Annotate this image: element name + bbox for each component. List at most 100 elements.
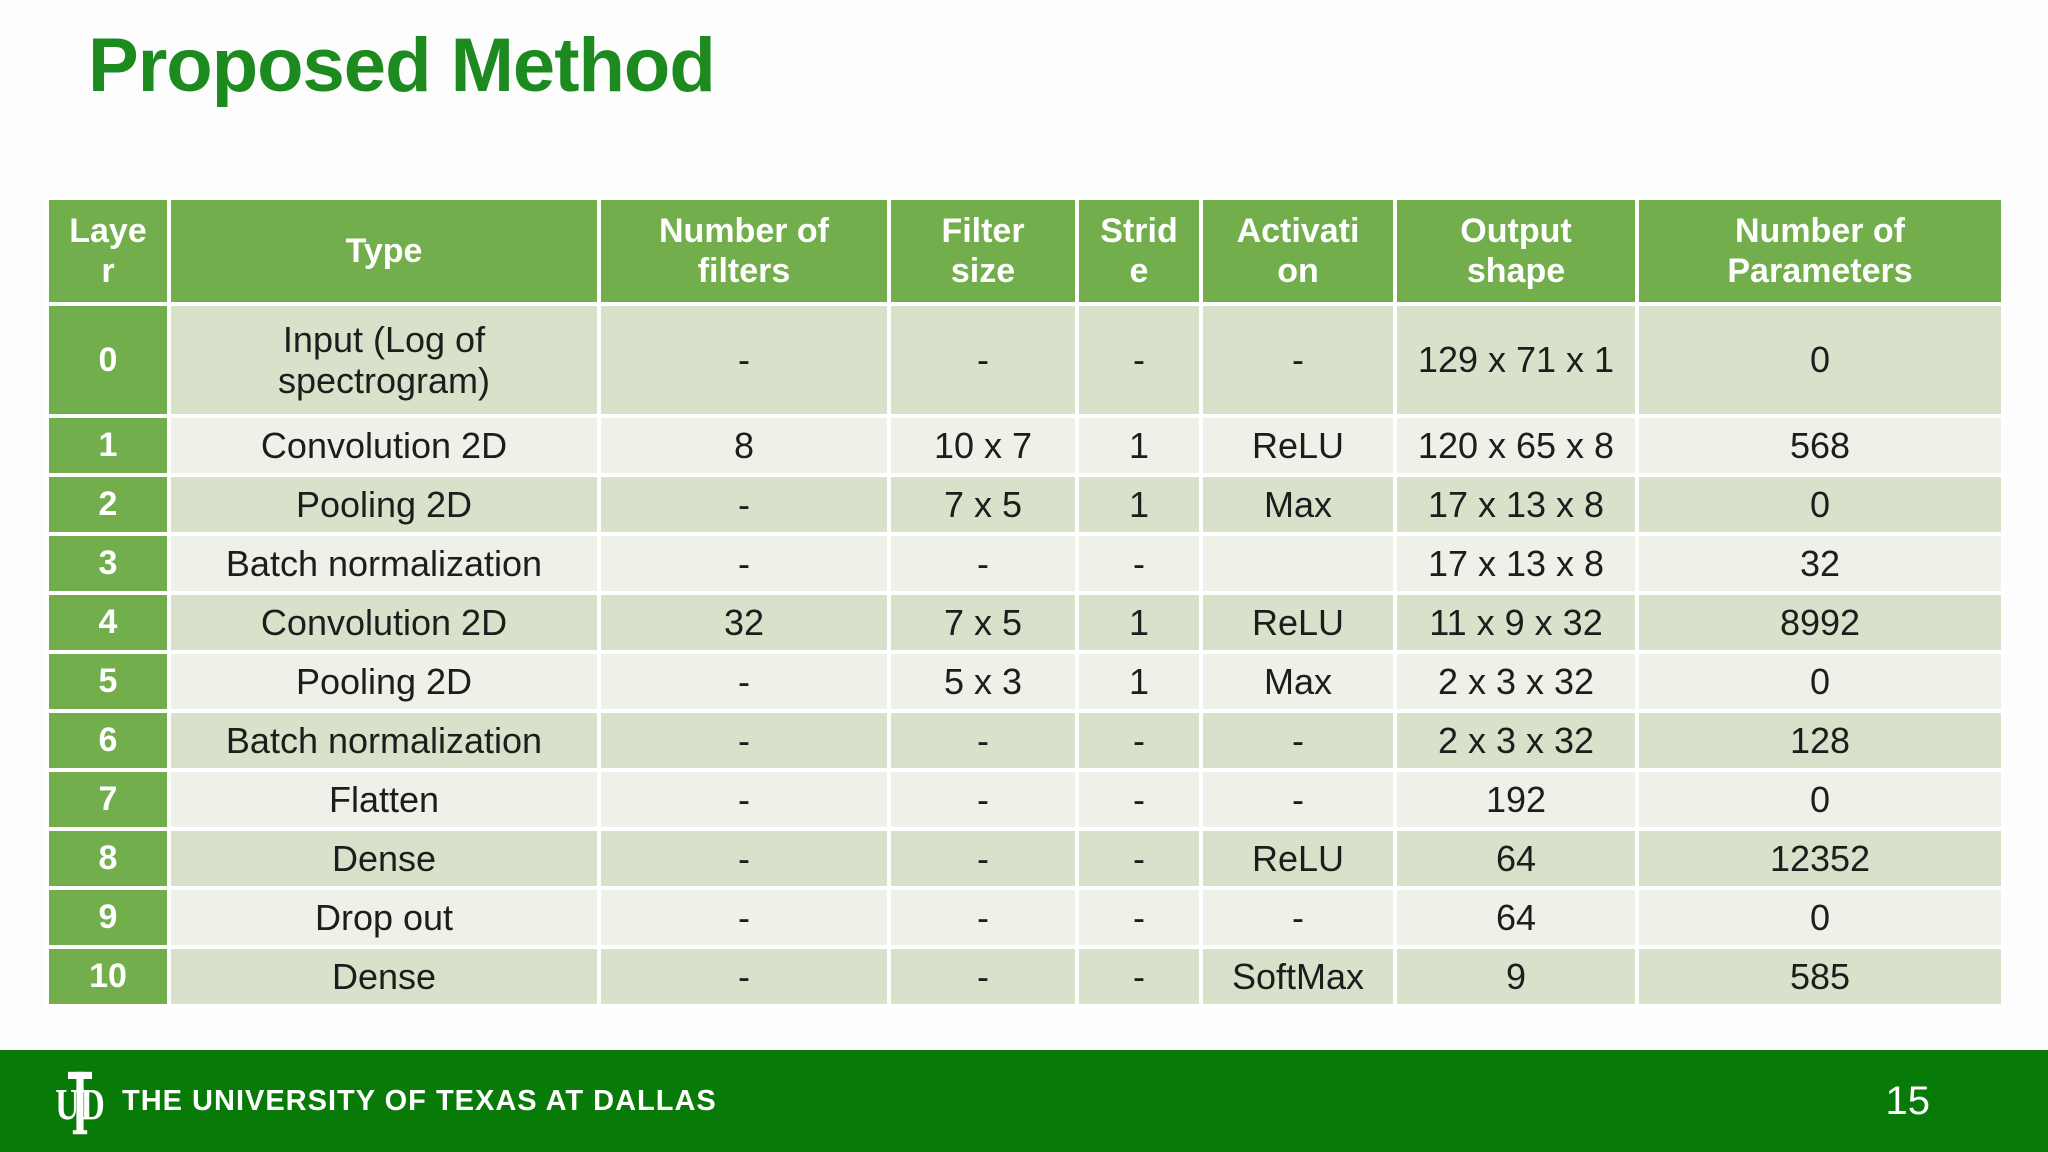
cell-type: Batch normalization — [167, 709, 601, 772]
cell-type: Pooling 2D — [167, 650, 601, 713]
cell-filters: - — [597, 709, 891, 772]
column-header-layer: Laye r — [45, 196, 171, 306]
cell-parameters: 32 — [1635, 532, 2005, 595]
footer-bar: U D THE UNIVERSITY OF TEXAS AT DALLAS 15 — [0, 1050, 2048, 1152]
cell-stride: - — [1075, 302, 1203, 418]
cell-filters: - — [597, 473, 891, 536]
table-row-layer-7: 7 Flatten - - - -192 0 — [45, 768, 2005, 831]
cell-type: Drop out — [167, 886, 601, 949]
cell-layer: 10 — [45, 945, 171, 1008]
cell-filter_size: - — [887, 827, 1079, 890]
cell-parameters: 585 — [1635, 945, 2005, 1008]
cell-type: Convolution 2D — [167, 414, 601, 477]
cell-output_shape: 11 x 9 x 32 — [1393, 591, 1639, 654]
cell-type: Input (Log of spectrogram) — [167, 302, 601, 418]
cell-activation: - — [1199, 709, 1397, 772]
cell-output_shape: 2 x 3 x 32 — [1393, 709, 1639, 772]
cell-activation: Max — [1199, 650, 1397, 713]
cell-stride: - — [1075, 532, 1203, 595]
cell-parameters: 128 — [1635, 709, 2005, 772]
cell-filter_size: - — [887, 709, 1079, 772]
cell-layer: 2 — [45, 473, 171, 536]
column-header-filters: Number of filters — [597, 196, 891, 306]
cell-parameters: 8992 — [1635, 591, 2005, 654]
university-name: THE UNIVERSITY OF TEXAS AT DALLAS — [122, 1084, 717, 1117]
cell-stride: 1 — [1075, 414, 1203, 477]
cell-parameters: 0 — [1635, 302, 2005, 418]
table-row-layer-4: 4 Convolution 2D 32 7 x 5 1 ReLU 11 x 9 x 32 89… — [45, 591, 2005, 654]
column-header-stride: Strid e — [1075, 196, 1203, 306]
cell-filter_size: - — [887, 945, 1079, 1008]
cell-parameters: 12352 — [1635, 827, 2005, 890]
cell-stride: - — [1075, 945, 1203, 1008]
cell-output_shape: 64 — [1393, 827, 1639, 890]
cell-layer: 5 — [45, 650, 171, 713]
cell-filter_size: - — [887, 532, 1079, 595]
cell-layer: 8 — [45, 827, 171, 890]
cell-parameters: 0 — [1635, 650, 2005, 713]
cell-filter_size: 7 x 5 — [887, 473, 1079, 536]
svg-text:U: U — [56, 1079, 79, 1129]
slide-title: Proposed Method — [88, 23, 716, 108]
cell-output_shape: 17 x 13 x 8 — [1393, 473, 1639, 536]
cell-output_shape: 9 — [1393, 945, 1639, 1008]
column-header-parameters: Number of Parameters — [1635, 196, 2005, 306]
cell-stride: - — [1075, 768, 1203, 831]
cell-filter_size: - — [887, 768, 1079, 831]
column-header-type: Type — [167, 196, 601, 306]
page-number: 15 — [1885, 1078, 1931, 1123]
cell-layer: 9 — [45, 886, 171, 949]
cell-stride: 1 — [1075, 473, 1203, 536]
cell-type: Dense — [167, 945, 601, 1008]
cell-filters: 32 — [597, 591, 891, 654]
table-row-layer-0: 0 Input (Log of spectrogram) - - - -129 x 71 … — [45, 302, 2005, 418]
cell-filters: - — [597, 886, 891, 949]
cell-type: Dense — [167, 827, 601, 890]
cell-filters: - — [597, 768, 891, 831]
column-header-activation: Activati on — [1199, 196, 1397, 306]
cell-type: Pooling 2D — [167, 473, 601, 536]
cell-output_shape: 2 x 3 x 32 — [1393, 650, 1639, 713]
cell-filter_size: 10 x 7 — [887, 414, 1079, 477]
table-row-layer-3: 3 Batch normalization - - -17 x 13 x 8 32 — [45, 532, 2005, 595]
cell-layer: 0 — [45, 302, 171, 418]
architecture-table: Laye r Type Number of filters Filter size St… — [45, 196, 2005, 1008]
cell-filters: - — [597, 650, 891, 713]
cell-type: Convolution 2D — [167, 591, 601, 654]
cell-stride: - — [1075, 886, 1203, 949]
cell-layer: 4 — [45, 591, 171, 654]
cell-filter_size: 5 x 3 — [887, 650, 1079, 713]
cell-output_shape: 129 x 71 x 1 — [1393, 302, 1639, 418]
cell-activation: ReLU — [1199, 591, 1397, 654]
cell-stride: - — [1075, 827, 1203, 890]
cell-parameters: 0 — [1635, 473, 2005, 536]
cell-activation: ReLU — [1199, 827, 1397, 890]
cell-stride: 1 — [1075, 650, 1203, 713]
cell-output_shape: 192 — [1393, 768, 1639, 831]
utd-logo-icon: U D — [56, 1071, 104, 1135]
cell-layer: 1 — [45, 414, 171, 477]
cell-activation: Max — [1199, 473, 1397, 536]
cell-activation: SoftMax — [1199, 945, 1397, 1008]
cell-filters: - — [597, 827, 891, 890]
table-row-layer-5: 5 Pooling 2D -5 x 3 1 Max 2 x 3 x 32 0 — [45, 650, 2005, 713]
cell-layer: 6 — [45, 709, 171, 772]
cell-layer: 7 — [45, 768, 171, 831]
cell-output_shape: 17 x 13 x 8 — [1393, 532, 1639, 595]
cell-type: Flatten — [167, 768, 601, 831]
cell-filter_size: - — [887, 886, 1079, 949]
table-row-layer-10: 10 Dense - - - SoftMax 9 585 — [45, 945, 2005, 1008]
cell-activation: - — [1199, 302, 1397, 418]
cell-filters: 8 — [597, 414, 891, 477]
cell-activation: ReLU — [1199, 414, 1397, 477]
cell-filters: - — [597, 302, 891, 418]
table-header-row: Laye r Type Number of filters Filter size St… — [45, 196, 2005, 306]
cell-output_shape: 64 — [1393, 886, 1639, 949]
cell-filter_size: - — [887, 302, 1079, 418]
cell-stride: 1 — [1075, 591, 1203, 654]
cell-activation: - — [1199, 768, 1397, 831]
cell-parameters: 0 — [1635, 768, 2005, 831]
cell-layer: 3 — [45, 532, 171, 595]
